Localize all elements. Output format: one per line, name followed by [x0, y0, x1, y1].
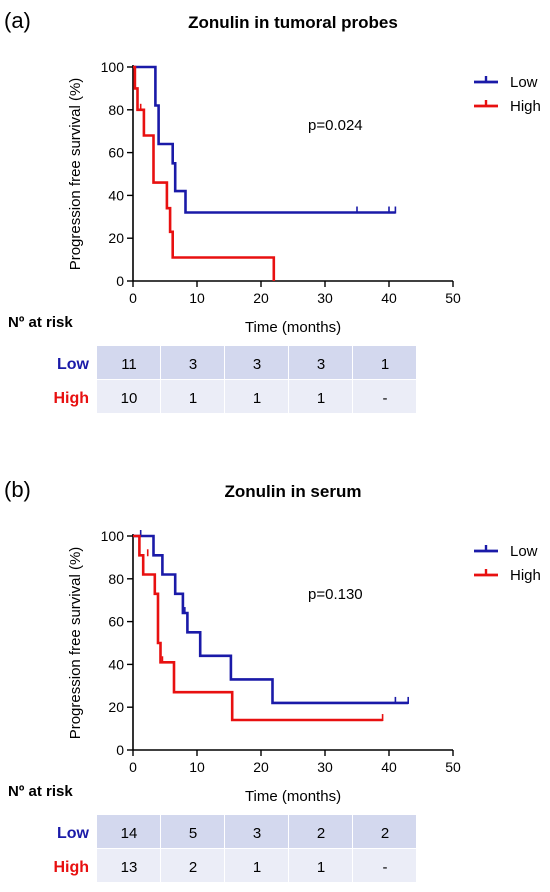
risk-table-cell: [97, 380, 160, 413]
x-tick-label: 30: [317, 290, 333, 306]
risk-table-value: 1: [317, 859, 325, 876]
y-tick-label: 100: [101, 528, 125, 544]
risk-table-value: 5: [189, 825, 197, 842]
risk-table-value: 1: [381, 356, 389, 373]
chart-panel-a: (a) Zonulin in tumoral probes020406080100…: [4, 8, 541, 413]
risk-table-cell: [161, 849, 224, 882]
x-tick-label: 20: [253, 759, 269, 775]
risk-table-cell: [225, 849, 288, 882]
legend-label: Low: [510, 543, 538, 560]
y-tick-label: 0: [116, 273, 124, 289]
legend-item-high: High: [474, 567, 541, 584]
risk-table-cell: [161, 346, 224, 379]
risk-table-cell: [353, 380, 416, 413]
x-tick-label: 40: [381, 290, 397, 306]
panel-label: (b): [4, 477, 31, 502]
x-tick-label: 50: [445, 290, 461, 306]
risk-table-cell: [353, 346, 416, 379]
risk-table-value: 2: [317, 825, 325, 842]
risk-table-header: Nº at risk: [8, 783, 73, 800]
p-value-annotation: p=0.130: [308, 586, 363, 603]
series-line-low: [133, 65, 396, 214]
y-tick-label: 60: [108, 145, 124, 161]
risk-table-value: 1: [317, 390, 325, 407]
x-tick-label: 0: [129, 759, 137, 775]
risk-table-value: 2: [189, 859, 197, 876]
risk-table-value: 10: [121, 390, 138, 407]
risk-table-row-label-high: High: [53, 859, 89, 876]
risk-table-cell: [97, 815, 160, 848]
risk-table-cell: [161, 380, 224, 413]
risk-table-value: 2: [381, 825, 389, 842]
risk-table-row-label-low: Low: [57, 825, 90, 842]
y-tick-label: 100: [101, 59, 125, 75]
risk-table-cell: [97, 346, 160, 379]
x-tick-label: 10: [189, 290, 205, 306]
panel-label: (a): [4, 8, 31, 33]
risk-table-value: 14: [121, 825, 138, 842]
x-tick-label: 0: [129, 290, 137, 306]
risk-table-cell: [97, 849, 160, 882]
legend-label: High: [510, 98, 541, 115]
risk-table-cell: [289, 815, 352, 848]
y-axis-label: Progression free survival (%): [67, 547, 84, 740]
x-tick-label: 20: [253, 290, 269, 306]
risk-table-cell: [161, 815, 224, 848]
x-tick-label: 30: [317, 759, 333, 775]
risk-table-row-label-high: High: [53, 390, 89, 407]
risk-table-cell: [225, 380, 288, 413]
risk-table: Nº at risk 14 5 3 2 2 Low 13 2 1 1 - High: [8, 783, 416, 882]
risk-table-value: 3: [253, 825, 261, 842]
risk-table-value: 3: [317, 356, 325, 373]
legend-item-high: High: [474, 98, 541, 115]
y-tick-label: 40: [108, 187, 124, 203]
risk-table-cell: [225, 815, 288, 848]
y-tick-label: 80: [108, 102, 124, 118]
risk-table-cell: [289, 849, 352, 882]
risk-table-header: Nº at risk: [8, 314, 73, 331]
y-tick-label: 0: [116, 742, 124, 758]
risk-table-value: 3: [189, 356, 197, 373]
legend-label: High: [510, 567, 541, 584]
p-value-annotation: p=0.024: [308, 117, 363, 134]
risk-table-value: 1: [253, 859, 261, 876]
risk-table-value: 13: [121, 859, 138, 876]
risk-table-cell: [353, 849, 416, 882]
risk-table-cell: [289, 346, 352, 379]
risk-table-value: -: [383, 390, 388, 407]
x-tick-label: 10: [189, 759, 205, 775]
risk-table-value: 1: [253, 390, 261, 407]
x-axis-label: Time (months): [245, 319, 341, 336]
risk-table-cell: [225, 346, 288, 379]
risk-table-value: 3: [253, 356, 261, 373]
x-tick-label: 50: [445, 759, 461, 775]
chart-title: Zonulin in tumoral probes: [188, 13, 398, 32]
y-tick-label: 20: [108, 230, 124, 246]
y-tick-label: 20: [108, 699, 124, 715]
risk-table-row-label-low: Low: [57, 356, 90, 373]
legend-item-low: Low: [474, 74, 538, 91]
risk-table-cell: [289, 380, 352, 413]
series-line-high: [133, 65, 276, 281]
chart-title: Zonulin in serum: [225, 482, 362, 501]
chart-panel-b: (b) Zonulin in serum 0 20 40 60 80 100 0 10 20 30 40…: [4, 477, 541, 882]
risk-table-value: -: [383, 859, 388, 876]
risk-table-value: 1: [189, 390, 197, 407]
x-axis-label: Time (months): [245, 788, 341, 805]
y-axis-label: Progression free survival (%): [67, 78, 84, 271]
y-tick-label: 60: [108, 614, 124, 630]
risk-table-cell: [353, 815, 416, 848]
series-line-high: [133, 534, 383, 722]
y-tick-label: 80: [108, 571, 124, 587]
risk-table-value: 11: [121, 356, 137, 373]
y-tick-label: 40: [108, 656, 124, 672]
x-tick-label: 40: [381, 759, 397, 775]
legend-label: Low: [510, 74, 538, 91]
legend-item-low: Low: [474, 543, 538, 560]
